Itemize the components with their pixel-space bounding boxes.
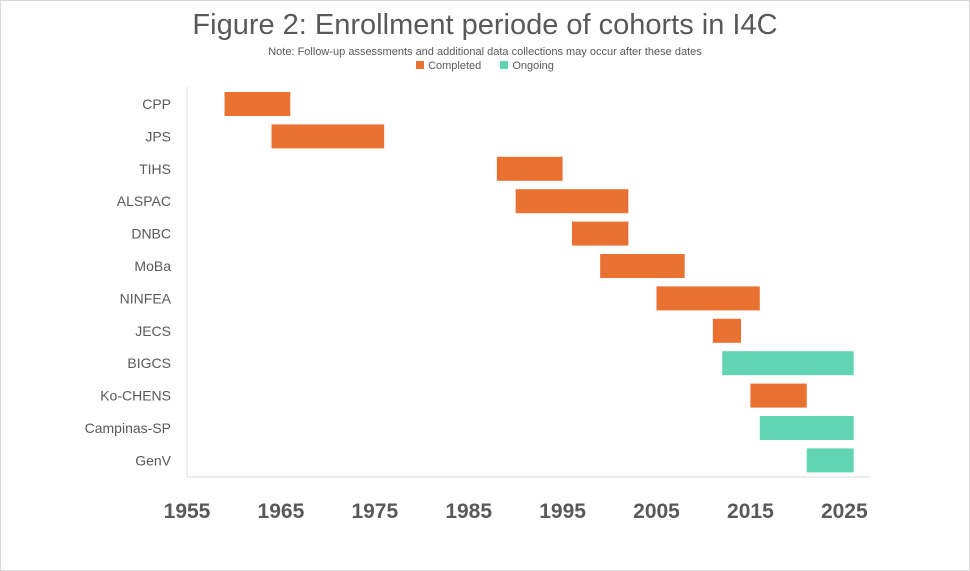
bar-NINFEA (656, 286, 760, 311)
x-tick-label-1965: 1965 (258, 500, 305, 523)
bar-Campinas-SP (759, 416, 854, 440)
bar-GenV (806, 448, 854, 473)
y-tick-label-DNBC: DNBC (131, 226, 171, 242)
bar-BIGCS (722, 351, 854, 376)
legend-swatch-ongoing (500, 61, 509, 69)
legend-item-completed: Completed (416, 60, 481, 72)
x-tick-label-1995: 1995 (539, 500, 586, 523)
y-tick-label-JECS: JECS (135, 323, 171, 339)
y-tick-label-CPP: CPP (142, 96, 171, 112)
y-tick-label-NINFEA: NINFEA (120, 290, 172, 306)
bar-MoBa (600, 254, 685, 278)
chart-title: Figure 2: Enrollment periode of cohorts … (192, 9, 778, 41)
bar-TIHS (496, 156, 563, 181)
y-tick-label-Ko-CHENS: Ko-CHENS (100, 388, 171, 404)
x-tick-label-2015: 2015 (727, 500, 774, 523)
x-tick-label-1955: 1955 (164, 500, 211, 523)
bar-JECS (712, 318, 742, 343)
y-tick-label-GenV: GenV (135, 452, 171, 468)
legend-label-ongoing: Ongoing (512, 60, 554, 72)
bar-Ko-CHENS (750, 383, 807, 408)
x-tick-label-2025: 2025 (821, 500, 868, 523)
x-tick-label-1975: 1975 (351, 500, 398, 523)
bar-ALSPAC (515, 189, 629, 214)
x-tick-label-2005: 2005 (633, 500, 680, 523)
bar-JPS (271, 124, 385, 149)
y-tick-label-MoBa: MoBa (134, 258, 171, 274)
y-tick-label-TIHS: TIHS (139, 161, 171, 177)
chart-subtitle: Note: Follow-up assessments and addition… (268, 46, 702, 58)
legend-swatch-completed (416, 61, 425, 69)
legend-label-completed: Completed (428, 60, 482, 72)
y-tick-label-JPS: JPS (145, 128, 171, 144)
x-tick-label-1985: 1985 (445, 500, 492, 523)
bar-DNBC (571, 221, 629, 246)
y-tick-label-BIGCS: BIGCS (127, 355, 171, 371)
y-tick-label-Campinas-SP: Campinas-SP (85, 420, 171, 436)
bar-CPP (224, 92, 291, 116)
legend-item-ongoing: Ongoing (500, 60, 554, 72)
legend: Completed Ongoing (1, 60, 969, 72)
y-tick-label-ALSPAC: ALSPAC (117, 193, 171, 209)
